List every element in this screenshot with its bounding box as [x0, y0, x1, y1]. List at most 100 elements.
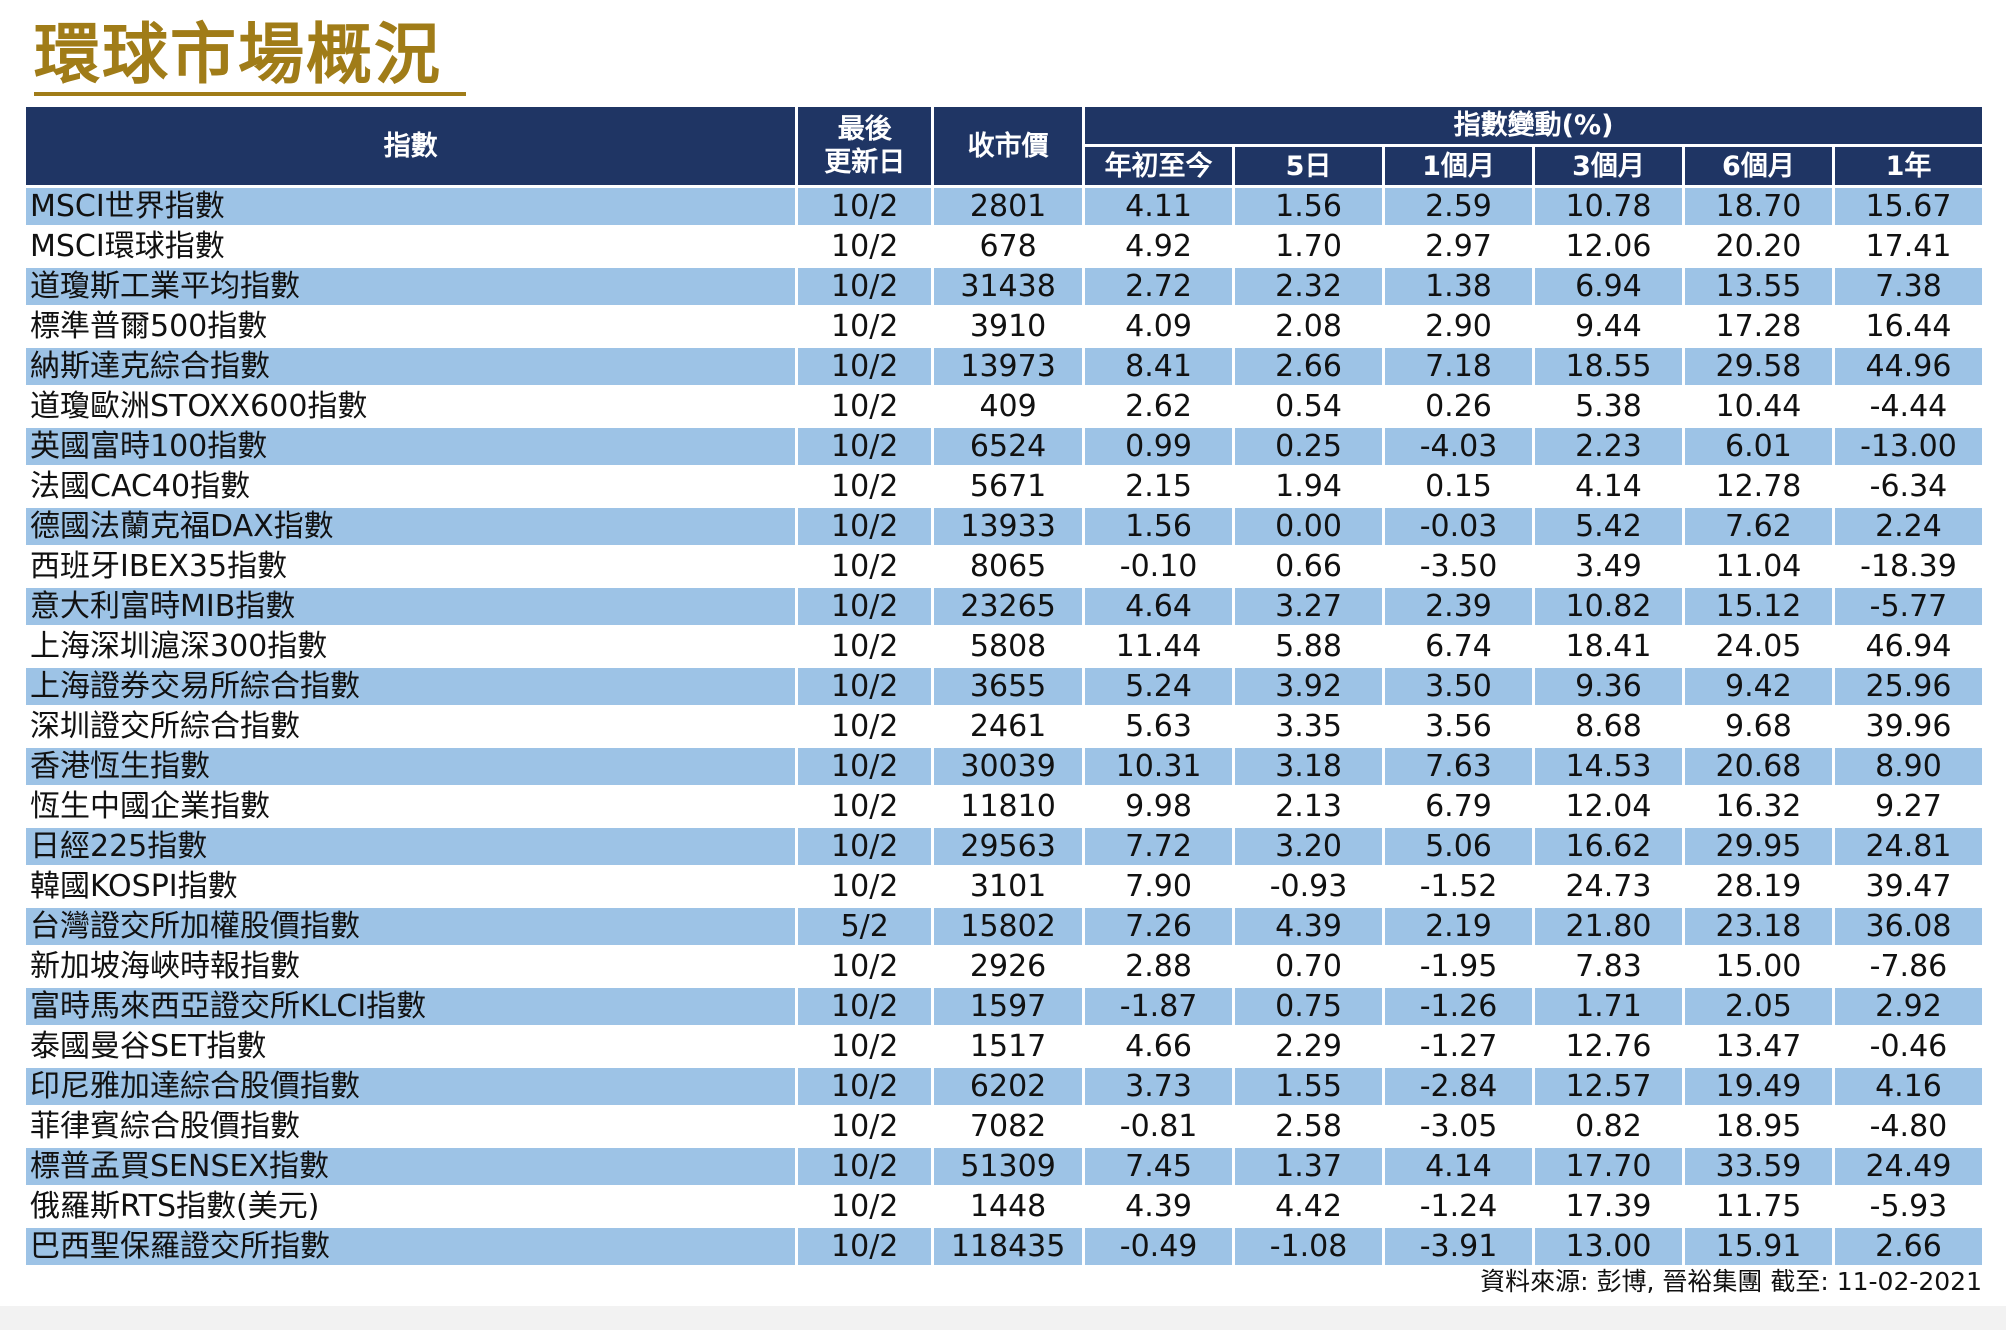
table-row: MSCI環球指數 10/2 678 4.92 1.70 2.97 12.06 20.20 17.… — [26, 228, 1982, 265]
index-name-cell: 意大利富時MIB指數 — [26, 588, 796, 625]
m1-cell: -1.26 — [1385, 988, 1532, 1025]
index-name-cell: 標準普爾500指數 — [26, 308, 796, 345]
index-name-cell: 俄羅斯RTS指數(美元) — [26, 1188, 796, 1225]
y1-cell: 24.49 — [1834, 1148, 1982, 1185]
last-update-cell: 10/2 — [798, 628, 932, 665]
last-update-cell: 10/2 — [798, 348, 932, 385]
y1-cell: 46.94 — [1834, 628, 1982, 665]
m3-cell: 12.06 — [1534, 228, 1682, 265]
m6-cell: 29.58 — [1684, 348, 1832, 385]
table-row: 菲律賓綜合股價指數 10/2 7082 -0.81 2.58 -3.05 0.82 18.95… — [26, 1108, 1982, 1145]
m3-cell: 2.23 — [1534, 428, 1682, 465]
m3-cell: 14.53 — [1534, 748, 1682, 785]
ytd-cell: 4.39 — [1085, 1188, 1233, 1225]
last-update-cell: 10/2 — [798, 1108, 932, 1145]
index-name-cell: 西班牙IBEX35指數 — [26, 548, 796, 585]
close-cell: 1448 — [934, 1188, 1083, 1225]
index-name-cell: 標普孟買SENSEX指數 — [26, 1148, 796, 1185]
table-row: 西班牙IBEX35指數 10/2 8065 -0.10 0.66 -3.50 3.49 11.… — [26, 548, 1982, 585]
table-row: 標普孟買SENSEX指數 10/2 51309 7.45 1.37 4.14 17.70 33… — [26, 1148, 1982, 1185]
close-cell: 3101 — [934, 868, 1083, 905]
last-update-cell: 10/2 — [798, 948, 932, 985]
close-cell: 678 — [934, 228, 1083, 265]
m6-cell: 23.18 — [1684, 908, 1832, 945]
index-name-cell: 恆生中國企業指數 — [26, 788, 796, 825]
m6-cell: 11.04 — [1684, 548, 1832, 585]
y1-cell: -0.46 — [1834, 1028, 1982, 1065]
ytd-cell: 4.64 — [1085, 588, 1233, 625]
index-name-cell: 香港恆生指數 — [26, 748, 796, 785]
m6-cell: 18.95 — [1684, 1108, 1832, 1145]
m3-cell: 17.39 — [1534, 1188, 1682, 1225]
m6-cell: 15.12 — [1684, 588, 1832, 625]
d5-cell: 2.66 — [1235, 348, 1383, 385]
y1-cell: 44.96 — [1834, 348, 1982, 385]
table-row: 新加坡海峽時報指數 10/2 2926 2.88 0.70 -1.95 7.83 15.00-… — [26, 948, 1982, 985]
close-cell: 3655 — [934, 668, 1083, 705]
close-cell: 6524 — [934, 428, 1083, 465]
ytd-cell: -0.49 — [1085, 1228, 1233, 1265]
last-update-cell: 10/2 — [798, 588, 932, 625]
d5-cell: 0.70 — [1235, 948, 1383, 985]
index-name-cell: 道瓊歐洲STOXX600指數 — [26, 388, 796, 425]
header-6m: 6個月 — [1684, 147, 1832, 185]
m1-cell: 2.97 — [1385, 228, 1532, 265]
table-row: 法國CAC40指數 10/2 5671 2.15 1.94 0.15 4.14 12.78 -6… — [26, 468, 1982, 505]
index-name-cell: 納斯達克綜合指數 — [26, 348, 796, 385]
m3-cell: 18.41 — [1534, 628, 1682, 665]
table-row: 富時馬來西亞證交所KLCI指數 10/2 1597 -1.87 0.75 -1.26 1.7… — [26, 988, 1982, 1025]
d5-cell: 0.75 — [1235, 988, 1383, 1025]
y1-cell: -13.00 — [1834, 428, 1982, 465]
table-body: MSCI世界指數 10/2 2801 4.11 1.56 2.59 10.78 18.70 15… — [26, 188, 1982, 1265]
page-title: 環球市場概況 — [34, 16, 442, 93]
y1-cell: 39.96 — [1834, 708, 1982, 745]
d5-cell: 1.56 — [1235, 188, 1383, 225]
index-name-cell: 菲律賓綜合股價指數 — [26, 1108, 796, 1145]
table-row: 恆生中國企業指數 10/2 11810 9.98 2.13 6.79 12.04 16.32 9… — [26, 788, 1982, 825]
index-name-cell: 道瓊斯工業平均指數 — [26, 268, 796, 305]
header-close: 收市價 — [934, 107, 1083, 185]
last-update-cell: 10/2 — [798, 548, 932, 585]
m6-cell: 28.19 — [1684, 868, 1832, 905]
m1-cell: -1.52 — [1385, 868, 1532, 905]
y1-cell: -4.44 — [1834, 388, 1982, 425]
m6-cell: 29.95 — [1684, 828, 1832, 865]
y1-cell: 39.47 — [1834, 868, 1982, 905]
last-update-cell: 10/2 — [798, 1068, 932, 1105]
m3-cell: 10.82 — [1534, 588, 1682, 625]
ytd-cell: 2.15 — [1085, 468, 1233, 505]
m3-cell: 21.80 — [1534, 908, 1682, 945]
header-last-update: 最後 更新日 — [798, 107, 932, 185]
m3-cell: 24.73 — [1534, 868, 1682, 905]
last-update-cell: 10/2 — [798, 1228, 932, 1265]
close-cell: 11810 — [934, 788, 1083, 825]
table-row: 納斯達克綜合指數 10/2 13973 8.41 2.66 7.18 18.55 29.58 4… — [26, 348, 1982, 385]
close-cell: 5671 — [934, 468, 1083, 505]
last-update-cell: 10/2 — [798, 308, 932, 345]
d5-cell: 1.94 — [1235, 468, 1383, 505]
last-update-cell: 10/2 — [798, 748, 932, 785]
m3-cell: 10.78 — [1534, 188, 1682, 225]
close-cell: 3910 — [934, 308, 1083, 345]
d5-cell: 3.35 — [1235, 708, 1383, 745]
d5-cell: 1.37 — [1235, 1148, 1383, 1185]
m1-cell: 2.39 — [1385, 588, 1532, 625]
ytd-cell: 2.72 — [1085, 268, 1233, 305]
source-note: 資料來源: 彭博, 晉裕集團 截至: 11-02-2021 — [1480, 1267, 1982, 1296]
ytd-cell: 7.45 — [1085, 1148, 1233, 1185]
m1-cell: 3.56 — [1385, 708, 1532, 745]
ytd-cell: 4.66 — [1085, 1028, 1233, 1065]
y1-cell: 2.24 — [1834, 508, 1982, 545]
m3-cell: 3.49 — [1534, 548, 1682, 585]
ytd-cell: 11.44 — [1085, 628, 1233, 665]
m6-cell: 20.20 — [1684, 228, 1832, 265]
last-update-cell: 5/2 — [798, 908, 932, 945]
close-cell: 13973 — [934, 348, 1083, 385]
ytd-cell: 3.73 — [1085, 1068, 1233, 1105]
m3-cell: 8.68 — [1534, 708, 1682, 745]
y1-cell: 9.27 — [1834, 788, 1982, 825]
header-5d: 5日 — [1235, 147, 1383, 185]
y1-cell: -7.86 — [1834, 948, 1982, 985]
y1-cell: 7.38 — [1834, 268, 1982, 305]
y1-cell: 2.66 — [1834, 1228, 1982, 1265]
